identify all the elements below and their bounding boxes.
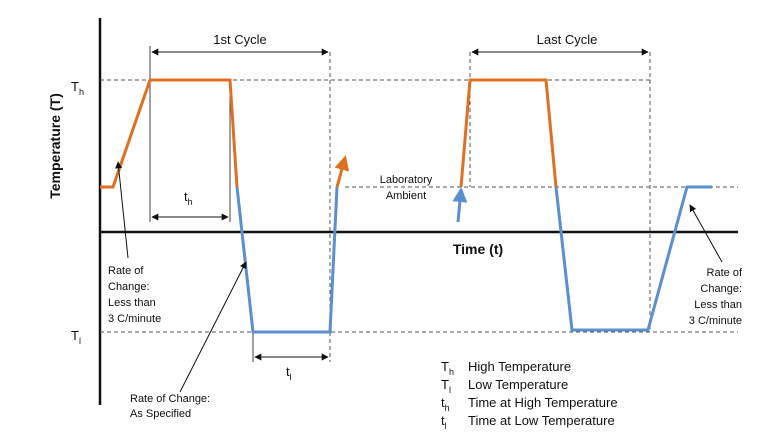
svg-text:Change:: Change: xyxy=(108,281,150,293)
y-axis-label: Temperature (T) xyxy=(47,93,63,199)
svg-text:Tl: Tl xyxy=(441,377,451,395)
last-cycle-label: Last Cycle xyxy=(537,32,598,47)
left-rate-leader xyxy=(115,161,129,259)
specified-rate-leader xyxy=(179,261,247,393)
tl-tick-label: Tl xyxy=(71,328,81,346)
legend: Th High Temperature Tl Low Temperature t… xyxy=(441,359,618,431)
svg-text:Less than: Less than xyxy=(108,297,156,309)
tl-duration-label: tl xyxy=(286,364,292,382)
first-cycle-cooling-segment xyxy=(235,186,339,334)
first-cycle-label: 1st Cycle xyxy=(213,32,266,47)
right-rate-annotation: Rate of Change: Less than 3 C/minute xyxy=(689,267,743,327)
svg-text:High Temperature: High Temperature xyxy=(468,359,571,374)
last-cycle-heating-segment xyxy=(459,78,558,188)
legend-item-high-temperature: Th High Temperature xyxy=(441,359,571,377)
svg-text:Rate of Change:: Rate of Change: xyxy=(130,393,210,405)
x-axis-label: Time (t) xyxy=(453,241,503,257)
svg-text:Rate of: Rate of xyxy=(108,265,144,277)
svg-text:tl: tl xyxy=(441,413,447,431)
svg-text:Time at High Temperature: Time at High Temperature xyxy=(468,395,618,410)
last-cycle-cooling-segment xyxy=(554,185,712,332)
svg-text:Th: Th xyxy=(441,359,454,377)
legend-item-low-temperature: Tl Low Temperature xyxy=(441,377,568,395)
specified-rate-annotation: Rate of Change: As Specified xyxy=(130,393,210,420)
svg-text:Rate of: Rate of xyxy=(707,267,743,279)
last-cycle-entry-arrow xyxy=(452,187,468,223)
first-cycle-heating-segment xyxy=(100,78,239,189)
svg-text:Change:: Change: xyxy=(700,283,742,295)
svg-text:3 C/minute: 3 C/minute xyxy=(108,313,161,325)
svg-text:As Specified: As Specified xyxy=(130,408,191,420)
svg-text:Time at Low Temperature: Time at Low Temperature xyxy=(468,413,615,428)
ambient-label-line2: Ambient xyxy=(386,190,426,202)
svg-text:3 C/minute: 3 C/minute xyxy=(689,315,742,327)
legend-item-time-at-high: th Time at High Temperature xyxy=(441,395,618,413)
first-cycle-continue-arrow xyxy=(334,155,350,188)
svg-text:th: th xyxy=(441,395,450,413)
right-rate-leader xyxy=(689,204,723,263)
legend-item-time-at-low: tl Time at Low Temperature xyxy=(441,413,615,431)
th-duration-label: th xyxy=(184,189,193,207)
svg-text:Less than: Less than xyxy=(694,299,742,311)
th-tick-label: Th xyxy=(71,79,84,97)
ambient-label-line1: Laboratory xyxy=(380,174,433,186)
svg-text:Low Temperature: Low Temperature xyxy=(468,377,568,392)
left-rate-annotation: Rate of Change: Less than 3 C/minute xyxy=(108,265,161,325)
